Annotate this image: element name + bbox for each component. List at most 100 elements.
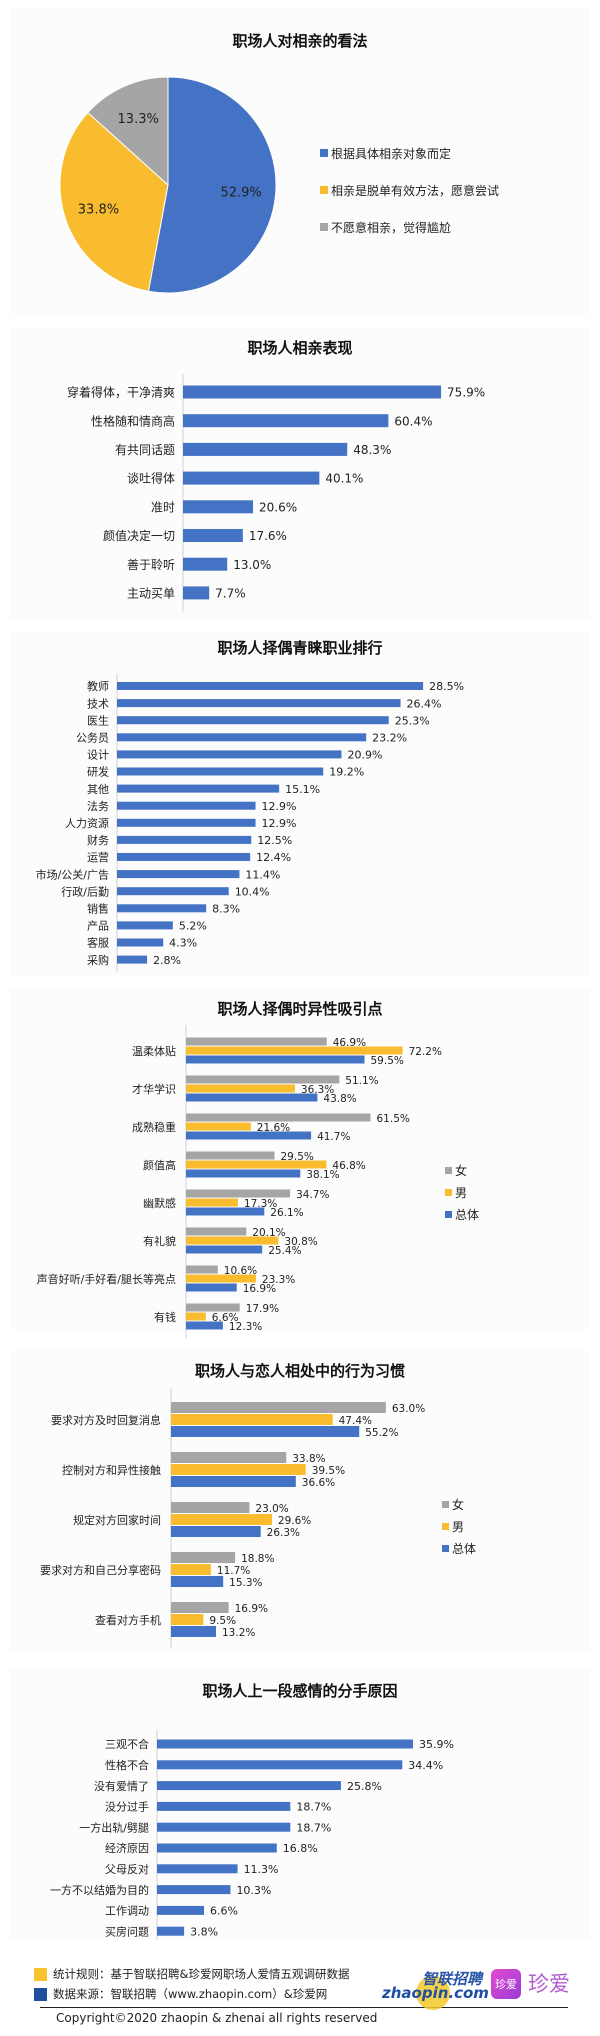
bar <box>117 904 207 913</box>
category-label: 声音好听/手好看/腿长等亮点 <box>37 1272 176 1286</box>
category-label: 其他 <box>87 783 109 796</box>
bar <box>157 1822 291 1832</box>
bar-male <box>171 1464 306 1475</box>
legend-swatch <box>320 149 328 157</box>
bar <box>117 887 229 896</box>
pie-data-label: 52.9% <box>220 186 261 201</box>
bar-data-label: 20.9% <box>347 749 382 762</box>
bar-data-label: 11.4% <box>245 868 280 881</box>
bar-male <box>171 1414 333 1425</box>
bar-female <box>171 1602 229 1613</box>
category-label: 人力资源 <box>65 816 109 830</box>
category-label: 设计 <box>87 749 109 762</box>
charts-canvas: 职场人对相亲的看法 52.9% 根据具体相亲对象而定 33.8% 相亲是脱单有效方法，愿… <box>36 32 499 1940</box>
category-label: 性格随和情商高 <box>91 413 175 428</box>
bar-total <box>186 1321 223 1330</box>
category-label: 教师 <box>87 680 109 693</box>
category-label: 行政/后勤 <box>61 884 109 898</box>
bar <box>117 801 256 810</box>
bar-male <box>186 1312 206 1321</box>
chart-title: 职场人对相亲的看法 <box>232 32 367 50</box>
bar <box>157 1864 238 1874</box>
bar-data-label: 16.9% <box>235 1603 268 1615</box>
bar-data-label: 48.3% <box>353 443 391 457</box>
category-label: 客服 <box>87 936 109 950</box>
category-label: 温柔体贴 <box>132 1044 176 1058</box>
bar-data-label: 20.6% <box>259 500 297 514</box>
category-label: 采购 <box>87 953 109 967</box>
zhenai-logo-icon: 珍爱 <box>491 1969 521 1999</box>
category-label: 市场/公关/广告 <box>36 867 109 881</box>
bar-data-label: 19.2% <box>329 766 364 779</box>
bar-female <box>171 1452 287 1463</box>
bar-data-label: 40.1% <box>325 472 363 486</box>
category-label: 有钱 <box>154 1310 176 1324</box>
category-label: 准时 <box>151 500 175 514</box>
category-label: 没有爱情了 <box>94 1779 149 1793</box>
chart-title: 职场人相亲表现 <box>247 339 352 357</box>
category-label: 有共同话题 <box>115 443 175 457</box>
pie-data-label: 13.3% <box>118 112 159 127</box>
bar-female <box>186 1037 327 1046</box>
category-label: 财务 <box>87 833 109 847</box>
bar-data-label: 11.3% <box>244 1863 279 1876</box>
bar-data-label: 23.2% <box>372 731 407 744</box>
bar <box>157 1926 185 1936</box>
yellow-square-icon <box>34 1967 47 1981</box>
category-label: 父母反对 <box>105 1862 149 1876</box>
bar <box>157 1739 413 1749</box>
legend-label: 相亲是脱单有效方法，愿意尝试 <box>331 183 499 198</box>
bar-data-label: 46.9% <box>333 1037 366 1049</box>
bar-total <box>186 1093 318 1102</box>
chart-title: 职场人与恋人相处中的行为习惯 <box>195 1362 405 1380</box>
bar <box>117 853 251 861</box>
category-label: 销售 <box>87 901 109 915</box>
category-label: 要求对方及时回复消息 <box>51 1413 161 1427</box>
bar-data-label: 61.5% <box>377 1113 410 1125</box>
bar-data-label: 43.8% <box>323 1093 356 1105</box>
bar-data-label: 6.6% <box>212 1312 239 1324</box>
bar-total <box>171 1526 261 1537</box>
bar-data-label: 20.1% <box>252 1227 285 1239</box>
category-label: 产品 <box>87 919 109 933</box>
legend-swatch <box>442 1545 449 1552</box>
chart-title: 职场人择偶时异性吸引点 <box>217 1000 382 1018</box>
bar-total <box>186 1131 312 1140</box>
blue-square-icon <box>34 1987 47 2001</box>
bar-male <box>186 1084 295 1093</box>
category-label: 规定对方回家时间 <box>73 1513 161 1527</box>
category-label: 主动买单 <box>127 586 175 600</box>
bar-data-label: 46.8% <box>332 1160 365 1172</box>
bar-data-label: 51.1% <box>345 1075 378 1087</box>
category-label: 经济原因 <box>105 1841 149 1855</box>
bar-female <box>186 1151 275 1160</box>
bar-female <box>171 1402 386 1413</box>
bar-total <box>171 1476 296 1487</box>
bar-data-label: 12.9% <box>262 800 297 813</box>
bar <box>157 1885 231 1895</box>
category-label: 一方出轨/劈腿 <box>79 1820 149 1834</box>
bar-data-label: 18.8% <box>241 1553 274 1565</box>
category-label: 技术 <box>87 697 109 710</box>
bar-data-label: 12.9% <box>262 817 297 830</box>
bar-data-label: 12.5% <box>257 834 292 847</box>
legend-swatch <box>442 1501 449 1508</box>
bar-total <box>186 1055 365 1064</box>
bar <box>117 870 240 879</box>
bar-data-label: 39.5% <box>312 1465 345 1477</box>
bar <box>117 955 148 964</box>
category-label: 没分过手 <box>105 1800 149 1814</box>
footer-rule: 统计规则：基于智联招聘&珍爱网职场人爱情五观调研数据 <box>34 1966 349 1982</box>
bar-data-label: 35.9% <box>419 1738 454 1751</box>
category-label: 三观不合 <box>105 1737 149 1751</box>
bar <box>117 682 424 690</box>
bar-data-label: 12.3% <box>229 1321 262 1333</box>
bar-data-label: 3.8% <box>190 1925 218 1938</box>
bar <box>117 733 367 742</box>
bar <box>117 818 256 827</box>
category-label: 谈吐得体 <box>127 471 175 486</box>
legend-label: 根据具体相亲对象而定 <box>331 146 451 161</box>
legend-swatch <box>320 186 328 194</box>
bar-male <box>186 1122 251 1131</box>
bar-data-label: 16.8% <box>283 1842 318 1855</box>
